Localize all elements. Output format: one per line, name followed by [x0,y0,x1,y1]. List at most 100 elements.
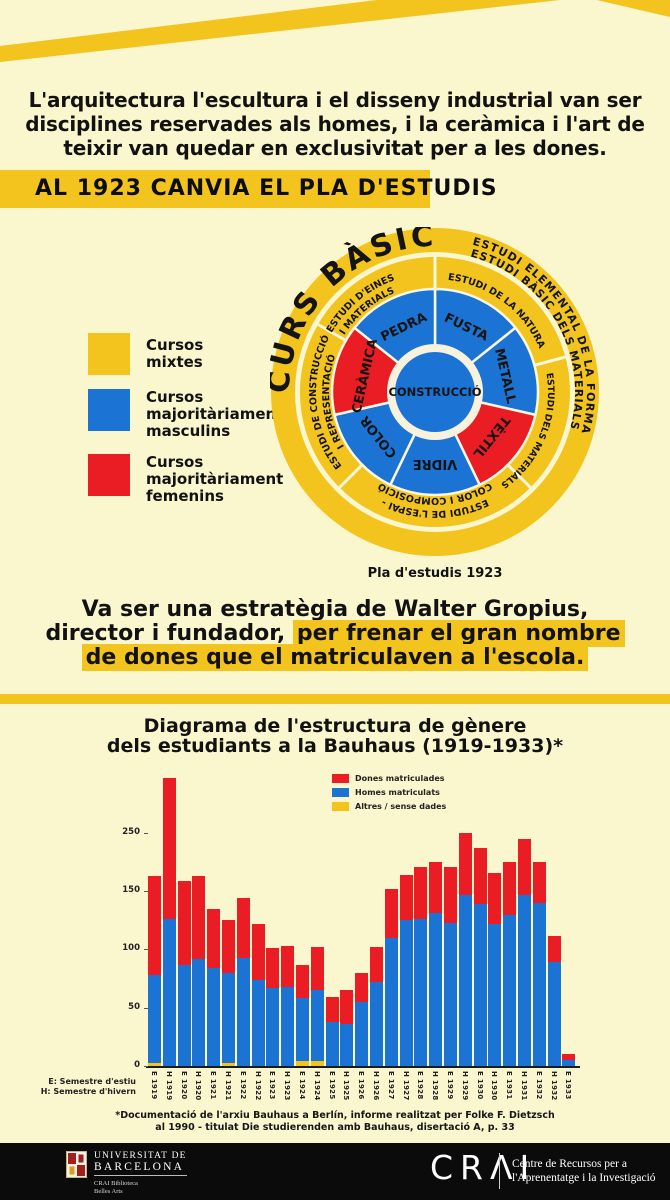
bar-segment [207,908,221,969]
pie-label-vidre: VIDRE [413,456,458,471]
bar-segment [518,894,531,1066]
x-axis-label: E 1930 [475,1071,484,1100]
x-axis-label: H 1928 [431,1071,440,1101]
section-divider-bar [0,694,670,704]
bar-E-1921 [207,908,221,1066]
x-axis-label: H 1923 [283,1071,292,1101]
legend-swatch-red [88,454,130,496]
bar-segment [310,1061,324,1066]
chart-legend: Dones matriculades Homes matriculats Altre… [332,774,446,816]
highlighted-text: per frenar el gran nombre [292,620,625,647]
bar-E-1932 [532,862,546,1066]
bar-E-1933 [562,1054,576,1066]
bar-H-1920 [192,876,206,1066]
curriculum-wheel-diagram: CURS BÀSIC ESTUDI ELEMENTAL DE LA FORMA … [270,227,599,556]
x-axis-label: H 1932 [549,1071,558,1101]
bar-segment [355,1001,369,1066]
bar-segment [532,902,546,1066]
bar-segment [192,876,206,959]
x-axis-label: H 1926 [372,1071,380,1101]
bar-segment [503,914,517,1066]
bar-segment [325,1021,339,1066]
bar-H-1922 [251,923,265,1066]
bar-segment [251,979,265,1066]
headline-band: AL 1923 CANVIA EL PLA D'ESTUDIS [0,170,497,208]
chart-title: Diagrama de l'estructura de gènere dels … [106,715,564,757]
y-axis-tick [144,833,148,834]
bar-E-1926 [355,972,369,1066]
bar-segment [355,972,369,1002]
x-axis-label: H 1921 [224,1071,232,1101]
legend-swatch-yellow [88,333,130,375]
bar-H-1929 [458,833,472,1066]
wheel-center-label: CONSTRUCCIÓ [388,384,481,399]
bar-segment [340,1024,354,1066]
x-axis-label: H 1930 [490,1071,499,1101]
legend-label: Cursos majoritàriament femenins [146,453,284,505]
strategy-line-1: Va ser una estratègia de Walter Gropius, [81,597,589,622]
bar-segment [222,1062,235,1066]
bar-segment [370,947,383,983]
footer-divider-line [499,1153,500,1189]
bar-H-1926 [370,947,383,1066]
y-axis-tick [144,891,148,892]
chart-legend-swatch [332,802,349,811]
intro-line-2: disciplines reservades als homes, i la c… [25,112,645,136]
bar-segment [222,972,235,1063]
x-axis-label: E 1926 [357,1071,366,1100]
x-axis-label: H 1920 [194,1071,203,1101]
bar-E-1920 [177,880,191,1066]
semester-abbreviation-note: E: Semestre d'estiu H: Semestre d'hivern [40,1077,136,1096]
center-circle [395,352,475,432]
bar-segment [340,990,354,1025]
bar-H-1930 [488,872,502,1066]
bar-segment [384,937,398,1066]
highlighted-text: de dones que el matriculaven a l'escola. [81,644,589,671]
bar-H-1921 [222,920,235,1066]
y-axis-tick [144,1008,148,1009]
ring-separators [317,257,566,489]
bar-segment [177,880,191,965]
ub-library-label: CRAI Biblioteca Belles Arts [94,1180,138,1195]
bar-H-1924 [310,947,324,1066]
bar-H-1925 [340,990,354,1066]
x-axis-label: H 1925 [342,1071,351,1101]
bar-segment [236,898,250,958]
bar-H-1928 [429,862,443,1066]
bar-H-1932 [547,935,561,1066]
bar-segment [414,919,428,1066]
bar-segment [370,982,383,1066]
bar-segment [399,920,413,1066]
bar-segment [414,866,428,920]
intro-line-1: L'arquitectura l'escultura i el disseny … [28,88,642,112]
bar-E-1929 [444,866,457,1066]
x-axis-label: E 1921 [209,1071,218,1100]
intro-paragraph: L'arquitectura l'escultura i el disseny … [25,88,645,160]
y-axis-tick [144,949,148,950]
y-axis-label: 250 [122,827,140,837]
bar-segment [399,874,413,921]
chart-legend-label: Dones matriculades [355,774,445,783]
bar-E-1922 [236,898,250,1066]
bar-E-1927 [384,888,398,1066]
bar-segment [148,975,161,1063]
x-axis-label: E 1922 [238,1071,247,1100]
wheel-caption: Pla d'estudis 1923 [367,566,503,581]
legend-item-mixtes: Cursos mixtes [88,333,268,375]
corner-wedge-shape [597,0,670,17]
strategy-paragraph: Va ser una estratègia de Walter Gropius,… [0,597,670,671]
y-axis-label: 0 [134,1060,140,1070]
bar-segment [296,998,309,1062]
x-axis-label: E 1929 [446,1071,454,1100]
chart-legend-item: Altres / sense dades [332,802,446,811]
chart-x-axis-line [146,1066,580,1068]
bar-E-1923 [266,948,280,1066]
legend-swatch-blue [88,389,130,431]
chart-legend-item: Homes matriculats [332,788,446,797]
bar-segment [266,948,280,988]
y-axis-label: 100 [122,943,140,953]
diagonal-stripe-shape [0,0,560,62]
bar-E-1931 [503,862,517,1066]
intro-line-3: teixir van quedar en exclusivitat per a … [63,136,607,160]
bar-segment [266,987,280,1066]
